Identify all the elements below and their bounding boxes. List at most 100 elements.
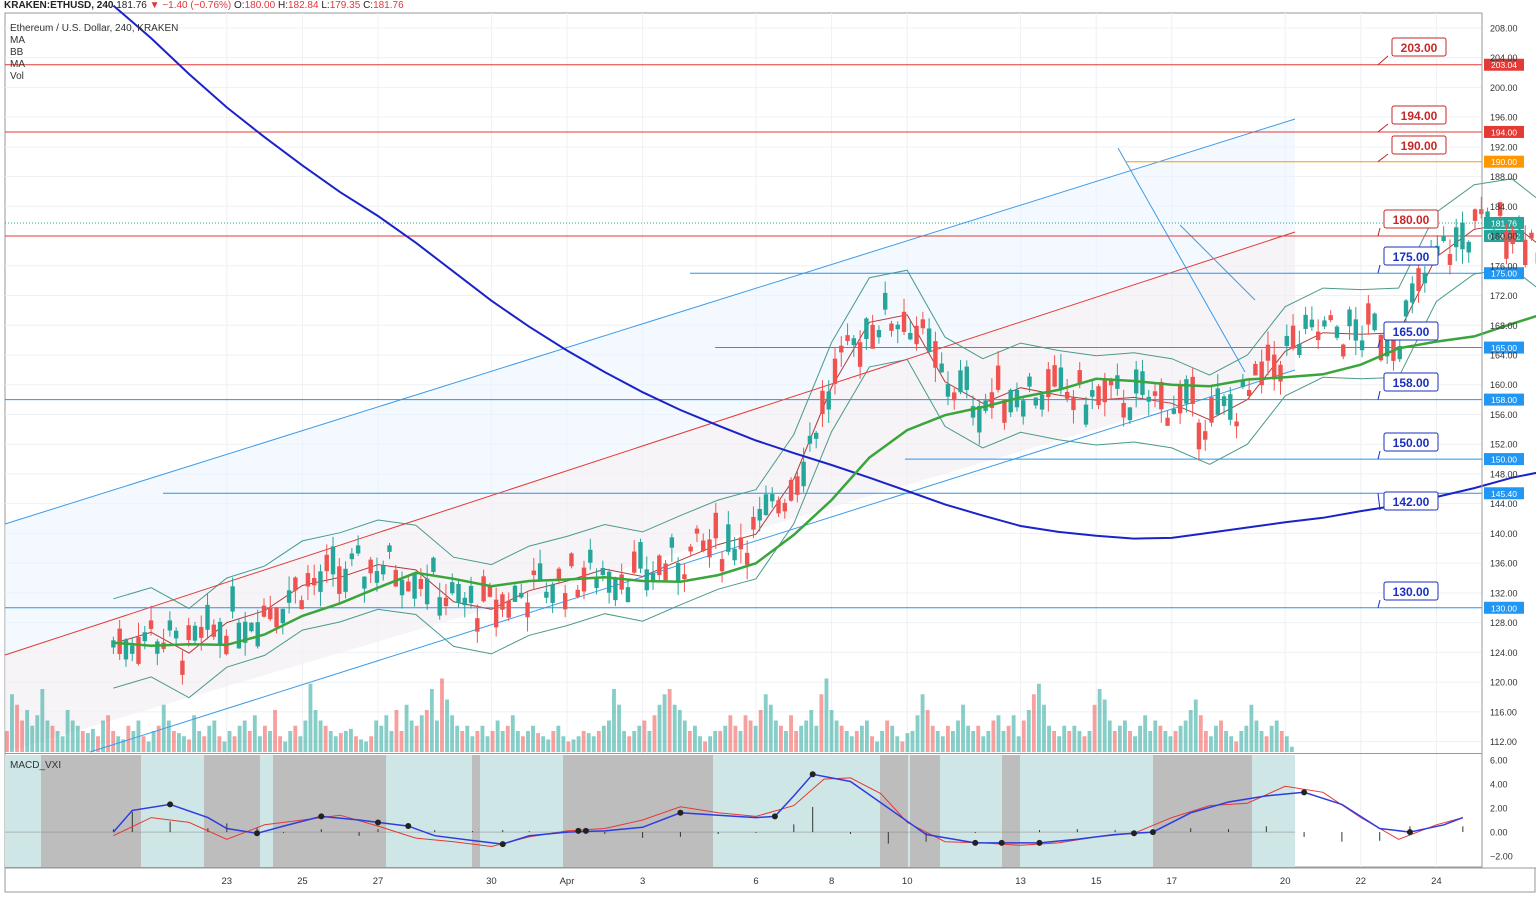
- volume-bar: [409, 720, 414, 752]
- level-price-label: [1484, 453, 1524, 466]
- wedge-line-1: [1117, 147, 1246, 373]
- candle-body: [167, 620, 173, 631]
- candle-body: [1322, 320, 1327, 327]
- price-axis[interactable]: 112.00 116.00 120.00 124.00 128.00 132.00 136.…: [1481, 13, 1518, 867]
- volume-bar: [652, 715, 657, 752]
- candle-body: [173, 630, 179, 639]
- candle-body: [1052, 365, 1057, 387]
- candle-body: [450, 582, 455, 594]
- level-price-label: [1484, 601, 1524, 614]
- volume-bar: [1087, 731, 1092, 752]
- last-price: 181.76: [116, 0, 147, 11]
- volume-bar: [905, 733, 910, 752]
- candle-body: [638, 542, 643, 569]
- candle-body: [851, 338, 857, 345]
- volume-bar: [182, 736, 186, 752]
- candle-body: [544, 591, 549, 598]
- candle-body: [1027, 376, 1032, 387]
- volume-bars: [5, 678, 1294, 752]
- volume-bar: [455, 725, 460, 752]
- candle-body: [832, 358, 838, 384]
- price-tick-label: 120.00: [1490, 678, 1518, 688]
- volume-bar: [981, 736, 986, 752]
- volume-bar: [551, 731, 556, 752]
- volume-bar: [718, 731, 723, 752]
- legend-bb[interactable]: BB: [10, 47, 24, 58]
- volume-bar: [915, 715, 920, 752]
- volume-bar: [581, 731, 586, 752]
- candle-body: [795, 476, 800, 495]
- volume-bar: [885, 720, 890, 752]
- channel-upper: [4, 118, 1296, 525]
- volume-bar: [576, 736, 581, 752]
- volume-bar: [1128, 731, 1132, 752]
- volume-bar: [1173, 731, 1178, 752]
- candle-body: [964, 366, 969, 391]
- volume-bar: [20, 720, 25, 752]
- time-axis[interactable]: 23252730Apr3681013151720222427: [4, 867, 1536, 893]
- volume-bar: [323, 725, 328, 752]
- candle-body: [650, 572, 656, 582]
- level-callouts: 203.00 194.00 190.00 180.00 175.00 165.00 158.…: [1377, 37, 1447, 608]
- legend-ma[interactable]: MA: [10, 35, 25, 46]
- volume-bar: [141, 736, 146, 752]
- volume-bar: [445, 699, 449, 752]
- legend-vol[interactable]: Vol: [10, 71, 24, 82]
- macd-cross-marker: [972, 839, 979, 846]
- volume-bar: [510, 715, 515, 752]
- level-price-text: 158.00: [1491, 395, 1517, 405]
- horizontal-levels[interactable]: 203.04 194.00 190.00 180.00 175.00 165.00 158.…: [5, 58, 1524, 614]
- ohlc-o-key: O:: [234, 0, 245, 11]
- volume-bar: [268, 731, 272, 752]
- candle-body: [205, 604, 210, 630]
- volume-bar: [829, 710, 834, 752]
- volume-bar: [708, 736, 713, 752]
- time-tick-label: 30: [486, 876, 497, 887]
- candle-body: [1121, 402, 1126, 418]
- macd-background: [5, 755, 1295, 867]
- callout-box: [1383, 491, 1439, 511]
- ma-mid-line: [113, 314, 1536, 647]
- volume-bar: [343, 731, 348, 752]
- candle-body: [751, 516, 756, 530]
- candle-body: [1021, 400, 1026, 417]
- candle-body: [349, 553, 355, 560]
- macd-shade-band: [472, 755, 480, 867]
- legend-ma-2[interactable]: MA: [10, 59, 25, 70]
- macd-cross-marker: [575, 827, 582, 834]
- candle-body: [324, 554, 329, 572]
- time-axis-frame: [4, 867, 1536, 893]
- volume-bar: [242, 720, 247, 752]
- candle-body: [1203, 431, 1208, 440]
- volume-bar: [207, 725, 212, 752]
- volume-bar: [526, 731, 530, 752]
- volume-bar: [976, 725, 981, 752]
- candle-body: [1315, 331, 1321, 341]
- ohlc-o: 180.00: [244, 0, 276, 11]
- volume-bar: [728, 715, 733, 752]
- volume-bar: [935, 731, 940, 752]
- volume-bar: [475, 731, 480, 752]
- candle-body: [1190, 376, 1195, 404]
- callout-pointer: [1377, 493, 1381, 511]
- candle-body: [1171, 408, 1177, 414]
- candle-body: [1240, 380, 1246, 387]
- volume-bar: [814, 725, 819, 752]
- candle-body: [1246, 390, 1252, 396]
- candle-body: [977, 405, 982, 433]
- volume-bar: [910, 731, 915, 752]
- macd-tick-label: 0.00: [1490, 828, 1508, 838]
- candle-body: [920, 319, 926, 329]
- volume-bar: [531, 725, 535, 752]
- candle-body: [625, 587, 631, 603]
- volume-bar: [586, 733, 591, 752]
- candle-body: [1466, 241, 1471, 253]
- candle-body: [864, 318, 869, 340]
- ohlc-l-key: L:: [321, 0, 330, 11]
- candle-body: [330, 546, 336, 575]
- callout-pointer: [1377, 153, 1389, 163]
- volume-bar: [1052, 731, 1057, 752]
- macd-title[interactable]: MACD_VXI: [10, 760, 62, 771]
